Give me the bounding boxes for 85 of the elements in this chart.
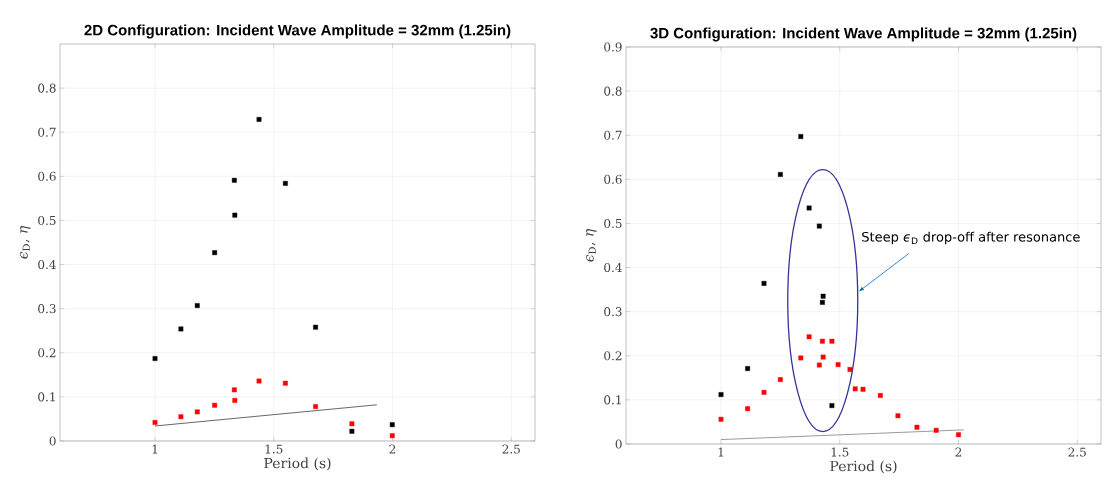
point <box>895 413 901 419</box>
point <box>718 416 724 422</box>
y-tick-label: 0.9 <box>604 42 622 52</box>
point <box>777 172 783 177</box>
point <box>847 367 853 372</box>
y-tick-label: 0 <box>49 436 56 446</box>
point <box>718 392 724 397</box>
chart-title: 3D Configuration: Incident Wave Amplitude = 32mm (1.25in) <box>650 27 1077 42</box>
y-tick-label: 0.4 <box>604 263 622 273</box>
point <box>178 326 184 332</box>
y-axis-title: ϵ$_{D}$, η <box>20 226 31 259</box>
y-tick-label: 0 <box>615 439 622 449</box>
point <box>231 387 237 393</box>
point <box>178 414 184 420</box>
y-tick-label: 0.3 <box>38 304 56 314</box>
point <box>806 334 812 340</box>
point <box>806 205 812 211</box>
y-axis-title: ϵ$_{D}$, η <box>586 229 597 262</box>
point <box>816 362 822 368</box>
point <box>820 338 825 344</box>
x-tick-label: 2 <box>389 444 396 454</box>
point <box>256 378 262 384</box>
y-tick-label: 0.5 <box>38 215 56 225</box>
point <box>256 117 262 122</box>
x-tick-label: 1 <box>718 447 724 457</box>
point <box>761 281 767 286</box>
y-tick-label: 0.2 <box>38 348 56 358</box>
point <box>816 223 822 229</box>
annotation: Steep ϵ$_{D}$ drop-off after resonance <box>862 231 1080 245</box>
y-tick-label: 0.7 <box>38 127 56 137</box>
x-tick-label: 1.5 <box>265 444 283 454</box>
point <box>835 362 841 367</box>
y-tick-label: 0.3 <box>604 307 622 317</box>
point <box>860 386 866 392</box>
point <box>798 134 804 139</box>
point <box>212 402 218 408</box>
point <box>820 299 825 305</box>
point <box>877 393 883 398</box>
point <box>829 338 835 344</box>
x-tick-label: 1.5 <box>831 447 849 457</box>
y-tick-label: 0.6 <box>604 174 622 184</box>
point <box>914 424 920 430</box>
point <box>933 427 939 433</box>
point <box>777 377 783 382</box>
x-tick-label: 1 <box>152 444 158 454</box>
y-tick-label: 0.8 <box>604 86 622 96</box>
point <box>349 421 355 427</box>
point <box>389 422 395 428</box>
point <box>389 433 395 439</box>
x-axis-title: Period (s) <box>830 460 897 474</box>
point <box>349 428 355 434</box>
y-tick-label: 0.5 <box>604 218 622 228</box>
y-tick-label: 0.2 <box>604 351 622 361</box>
point <box>152 420 158 425</box>
y-tick-label: 0.6 <box>38 171 56 181</box>
y-tick-label: 0.8 <box>38 83 56 93</box>
point <box>852 386 858 392</box>
point <box>283 380 288 386</box>
point <box>745 406 751 412</box>
point <box>232 398 238 403</box>
chart-title: 2D Configuration: Incident Wave Amplitude = 32mm (1.25in) <box>84 24 511 39</box>
y-tick-label: 0.7 <box>604 130 622 140</box>
x-tick-label: 2.5 <box>502 444 520 454</box>
point <box>231 177 237 183</box>
point <box>820 293 826 299</box>
point <box>761 389 767 395</box>
point <box>152 356 158 361</box>
point <box>820 354 826 360</box>
x-tick-label: 2 <box>955 447 962 457</box>
point <box>232 212 238 218</box>
point <box>283 180 288 186</box>
point <box>313 324 318 330</box>
point <box>313 404 318 409</box>
point <box>194 303 200 308</box>
point <box>194 409 200 415</box>
x-tick-label: 2.5 <box>1068 447 1086 457</box>
y-tick-label: 0.4 <box>38 260 56 270</box>
y-tick-label: 0.1 <box>38 392 55 402</box>
point <box>212 250 218 256</box>
x-axis-title: Period (s) <box>264 457 331 471</box>
point <box>745 366 751 371</box>
y-tick-label: 0.1 <box>604 395 621 405</box>
point <box>798 355 804 361</box>
point <box>956 432 961 438</box>
point <box>829 403 835 409</box>
